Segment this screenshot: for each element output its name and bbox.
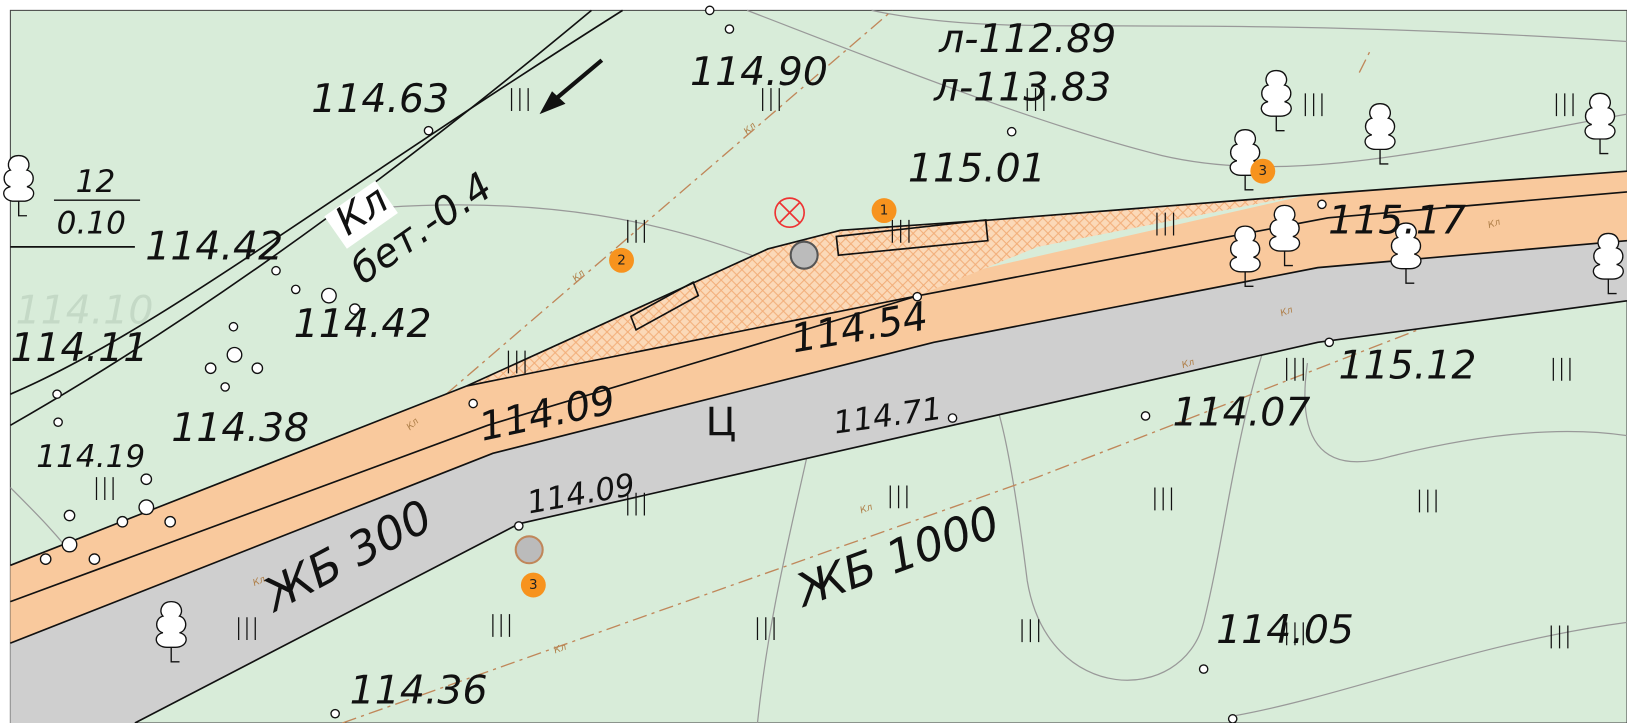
points [39, 5, 1335, 723]
elevation: 114.63 [311, 76, 449, 122]
contours [9, 9, 1627, 723]
elevation: 114.19 [36, 439, 145, 475]
ghost-elevation: 114.10 [16, 288, 154, 334]
elevation: 115.01 [908, 146, 1046, 192]
elevation: 114.90 [690, 49, 828, 95]
paved-area [466, 195, 1303, 386]
road-pavement [10, 240, 1627, 723]
elevation: 114.42 [145, 223, 283, 269]
line-tag: Кл [858, 502, 874, 517]
elevation: 115.12 [1339, 343, 1477, 389]
elevation: 114.36 [350, 667, 488, 713]
road [10, 170, 1627, 723]
elevation: 114.42 [294, 301, 432, 347]
fraction-bottom: 0.10 [57, 205, 126, 241]
line-tag: Кл [1180, 357, 1195, 371]
well-level: л-113.83 [933, 65, 1111, 111]
line-tag: Кл [552, 642, 568, 657]
elevation: 114.07 [1173, 389, 1311, 435]
elevation: 115.17 [1328, 197, 1466, 243]
line-tag: Кл [251, 574, 267, 589]
marker-label: 3 [529, 577, 538, 593]
well-level: л-112.89 [938, 16, 1116, 62]
line-tag: Кл [1487, 217, 1502, 231]
marker-label: 3 [1259, 163, 1268, 179]
fraction-top: 12 [76, 164, 116, 200]
marker-label: 2 [617, 252, 626, 268]
elevation: 114.11 [10, 325, 148, 371]
elevation: 114.05 [1216, 607, 1354, 653]
line-tag: Кл [1279, 305, 1295, 320]
markers: 1 2 3 3 [520, 158, 1276, 598]
elevation: 114.38 [171, 405, 309, 451]
road-shoulder [10, 171, 1627, 644]
marker-label: 1 [880, 203, 889, 219]
road-surface: Ц [706, 400, 737, 446]
